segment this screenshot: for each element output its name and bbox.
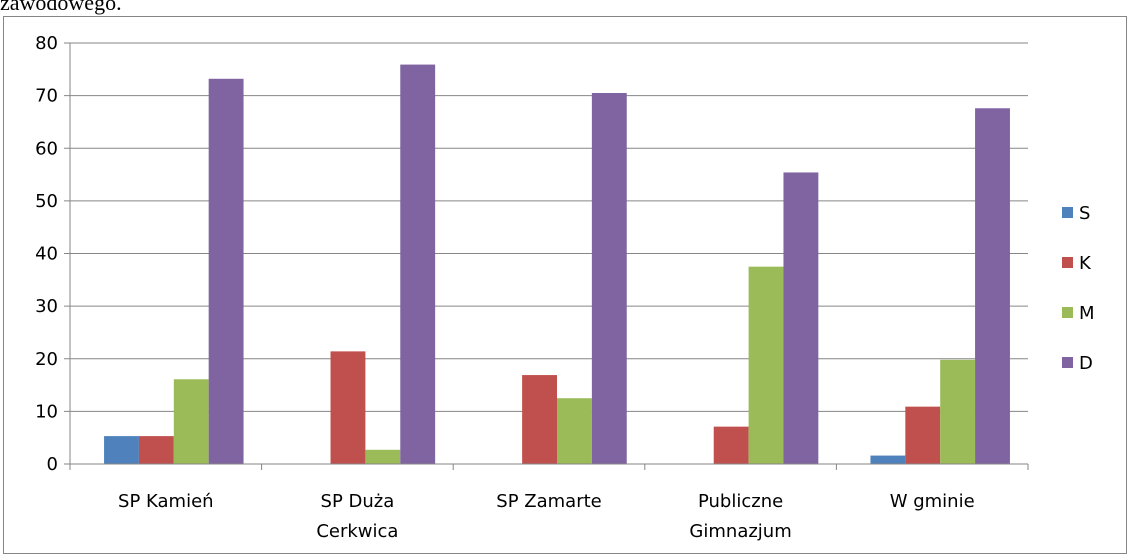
- legend-label: D: [1079, 353, 1093, 374]
- bar: [975, 108, 1010, 464]
- legend-label: S: [1079, 203, 1090, 224]
- bar: [138, 436, 174, 464]
- x-tick-label: SP Duża Cerkwica: [316, 491, 398, 542]
- bar: [208, 78, 244, 464]
- bar: [905, 406, 941, 464]
- legend-marker: [1062, 257, 1073, 268]
- bar: [330, 351, 366, 464]
- bar: [522, 375, 557, 464]
- y-tick-label: 40: [35, 244, 58, 265]
- legend-label: K: [1079, 253, 1092, 274]
- x-tick-label: SP Zamarte: [496, 491, 601, 512]
- y-tick-label: 60: [35, 138, 58, 159]
- legend-marker: [1062, 207, 1073, 218]
- y-tick-label: 30: [35, 296, 58, 317]
- bar: [713, 426, 749, 464]
- x-tick-label-line: Publiczne: [698, 491, 783, 512]
- chart-border: [3, 16, 1127, 554]
- y-tick-label: 0: [47, 454, 58, 475]
- bar: [591, 92, 627, 465]
- bar: [173, 379, 209, 464]
- bar: [783, 172, 819, 464]
- page-text: zawodowego.: [0, 0, 122, 15]
- y-tick-label: 80: [35, 33, 58, 54]
- bar: [365, 449, 401, 464]
- y-tick-label: 20: [35, 349, 58, 370]
- y-tick-label: 50: [35, 191, 58, 212]
- bar: [557, 398, 592, 464]
- bar: [748, 266, 784, 464]
- x-tick-label-line: SP Duża: [321, 491, 395, 512]
- x-tick-label: SP Kamień: [118, 491, 214, 512]
- y-tick-label: 10: [35, 401, 58, 422]
- bar: [940, 359, 976, 464]
- legend-label: M: [1079, 303, 1095, 324]
- bar: [870, 455, 906, 464]
- legend-marker: [1062, 357, 1073, 368]
- x-tick-label: Publiczne Gimnazjum: [689, 491, 791, 542]
- x-tick-label: W gminie: [890, 491, 975, 512]
- y-tick-label: 70: [35, 86, 58, 107]
- x-tick-label-line: Cerkwica: [316, 521, 398, 542]
- bar: [400, 64, 436, 465]
- legend-marker: [1062, 307, 1073, 318]
- bar: [104, 436, 139, 464]
- x-tick-label-line: Gimnazjum: [689, 521, 791, 542]
